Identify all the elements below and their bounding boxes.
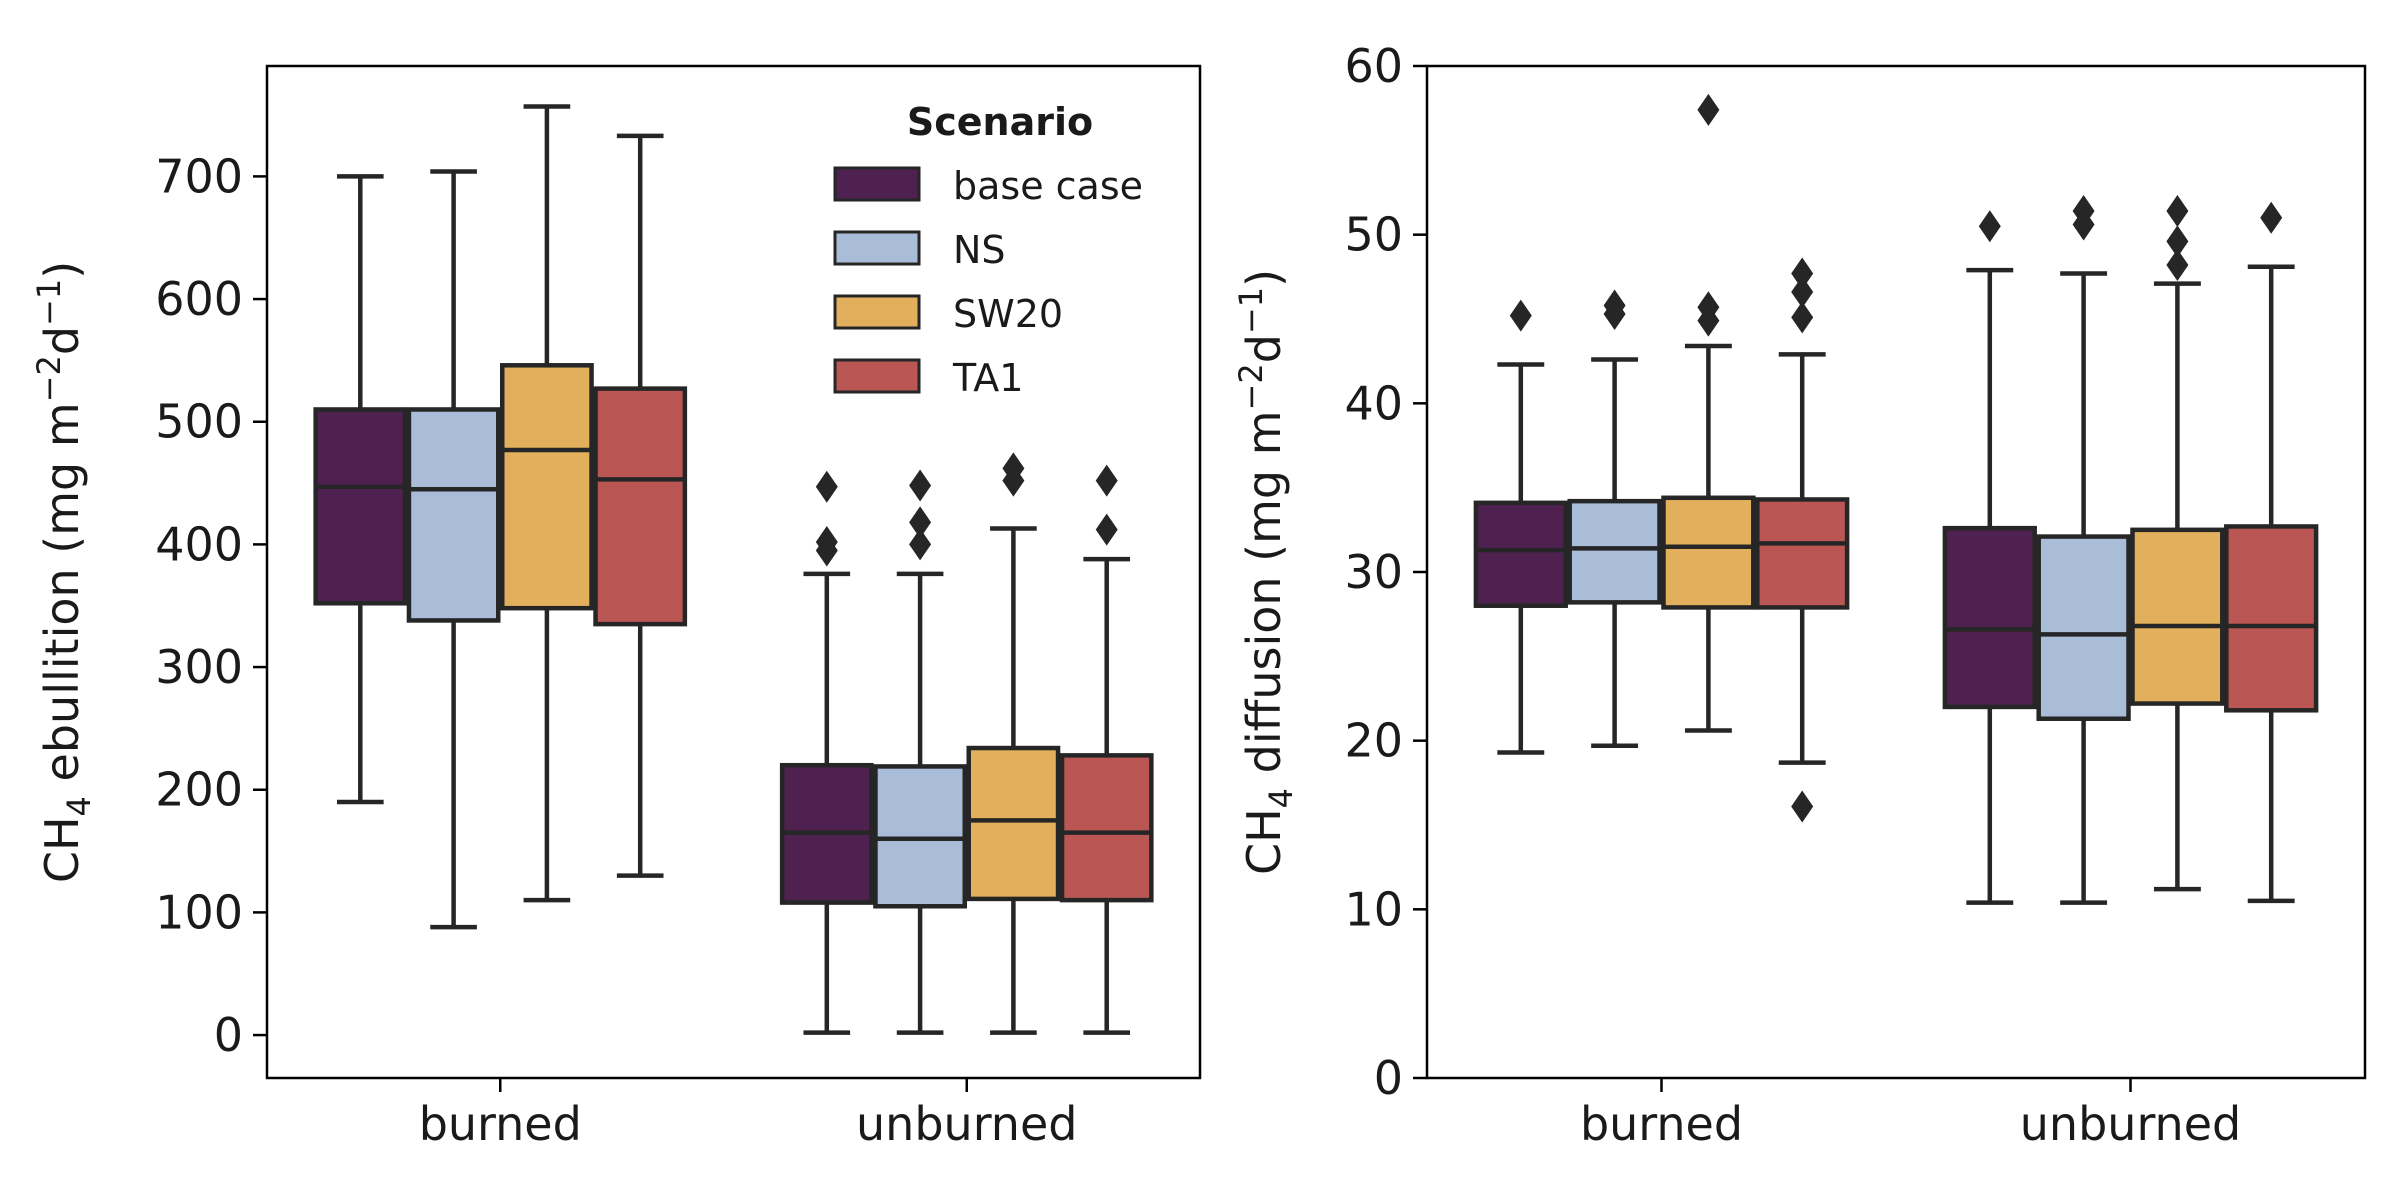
y-tick-label: 10: [1344, 882, 1403, 936]
legend-swatch: [833, 230, 921, 266]
box-ta1-unburned: [2224, 524, 2319, 713]
box-ta1-unburned-outlier: [1095, 513, 1118, 546]
box-base-case-unburned: [1942, 525, 2037, 710]
box-ta1-burned-outlier: [1791, 276, 1814, 309]
y-tick-label: 0: [214, 1008, 243, 1062]
y-axis-title-part: −2: [1232, 363, 1270, 410]
box-ns-unburned-outlier: [909, 469, 932, 502]
box-base-case-unburned-outlier: [1978, 210, 2001, 243]
ebullition-panel: 0 100 200 300 400 500 600 700 burned unburned CH4 …: [30, 64, 1202, 1151]
box-sw20-burned-outlier: [1697, 93, 1720, 126]
box-ta1-burned: [593, 386, 688, 627]
box-ta1-burned: [1755, 497, 1850, 610]
y-axis-title-part: ): [35, 261, 89, 279]
y-tick-label: 40: [1344, 376, 1403, 430]
y-axis-title-part: 4: [60, 796, 98, 816]
y-tick-label: 100: [155, 885, 243, 939]
diffusion-panel: 0 10 20 30 40 50 60 burned unburned CH4 diffusion…: [1232, 39, 2367, 1151]
legend-title: Scenario: [907, 100, 1093, 144]
legend: Scenario base case NS SW20 TA1: [833, 100, 1143, 400]
x-tick-label: burned: [1580, 1097, 1743, 1151]
y-tick-label: 20: [1344, 714, 1403, 768]
box-ns-unburned: [873, 764, 968, 909]
y-axis-title-part: d: [35, 326, 89, 355]
box-ta1-burned-outlier: [1791, 301, 1814, 334]
box-ns-burned: [406, 407, 501, 623]
legend-swatch: [833, 358, 921, 394]
y-tick-label: 60: [1344, 39, 1403, 93]
y-axis-title-part: CH: [1237, 808, 1291, 875]
legend-swatch: [833, 294, 921, 330]
y-tick-label: 30: [1344, 545, 1403, 599]
box-sw20-burned: [500, 363, 594, 611]
x-tick-label: unburned: [856, 1097, 1077, 1151]
y-tick-label: 50: [1344, 208, 1403, 262]
box-ta1-unburned-outlier: [2260, 201, 2283, 234]
legend-label: TA1: [952, 356, 1023, 400]
box-sw20-unburned: [2130, 527, 2225, 706]
y-axis-title: CH4 ebullition (mg m−2d−1): [30, 261, 98, 883]
y-tick-label: 200: [155, 763, 243, 817]
legend-swatch: [833, 166, 921, 202]
y-axis-title-part: ebullition (mg m: [35, 402, 89, 796]
y-tick-label: 0: [1374, 1051, 1403, 1105]
box-ns-unburned: [2036, 534, 2131, 721]
box-sw20-unburned-outlier: [2166, 249, 2189, 282]
legend-label: SW20: [953, 292, 1063, 336]
box-base-case-burned: [1473, 500, 1568, 608]
y-tick-label: 500: [155, 395, 243, 449]
y-tick-label: 600: [155, 272, 243, 326]
y-axis-title-part: diffusion (mg m: [1237, 410, 1291, 788]
box-ns-burned-outlier: [1603, 289, 1626, 322]
y-tick-label: 400: [155, 517, 243, 571]
box-ns-unburned-outlier: [909, 528, 932, 561]
legend-label: NS: [953, 228, 1006, 272]
x-tick-label: unburned: [2020, 1097, 2241, 1151]
y-axis-title-part: ): [1237, 269, 1291, 287]
y-tick-label: 700: [155, 149, 243, 203]
x-tick-label: burned: [419, 1097, 582, 1151]
plot-frame: [1425, 64, 2367, 1080]
box-sw20-unburned-outlier: [2166, 195, 2189, 228]
legend-label: base case: [953, 164, 1143, 208]
box-ns-unburned-outlier: [2072, 195, 2095, 228]
y-axis-title-part: −1: [30, 279, 68, 326]
box-sw20-unburned-outlier: [2166, 225, 2189, 258]
box-ta1-unburned: [1059, 753, 1154, 903]
box-ns-unburned-outlier: [909, 506, 932, 539]
box-base-case-unburned-outlier: [815, 525, 838, 558]
y-axis-title-part: CH: [35, 816, 89, 883]
y-tick-label: 300: [155, 640, 243, 694]
box-ta1-burned-outlier: [1791, 790, 1814, 823]
box-ns-burned: [1567, 498, 1662, 605]
plot-frame: [265, 64, 1202, 1080]
box-sw20-burned-outlier: [1697, 291, 1720, 324]
box-ta1-burned-outlier: [1791, 257, 1814, 290]
box-sw20-unburned-outlier: [1002, 452, 1025, 485]
y-axis-title-part: −1: [1232, 287, 1270, 334]
box-sw20-burned: [1661, 495, 1756, 610]
y-axis-title-part: d: [1237, 334, 1291, 363]
box-base-case-burned-outlier: [1509, 299, 1532, 332]
box-ta1-unburned-outlier: [1095, 464, 1118, 497]
y-axis-title-part: 4: [1262, 788, 1300, 808]
box-sw20-unburned: [966, 745, 1061, 902]
y-axis-title: CH4 diffusion (mg m−2d−1): [1232, 269, 1300, 875]
box-base-case-unburned-outlier: [815, 470, 838, 503]
y-axis-title-part: −2: [30, 355, 68, 402]
box-base-case-burned: [313, 407, 408, 606]
